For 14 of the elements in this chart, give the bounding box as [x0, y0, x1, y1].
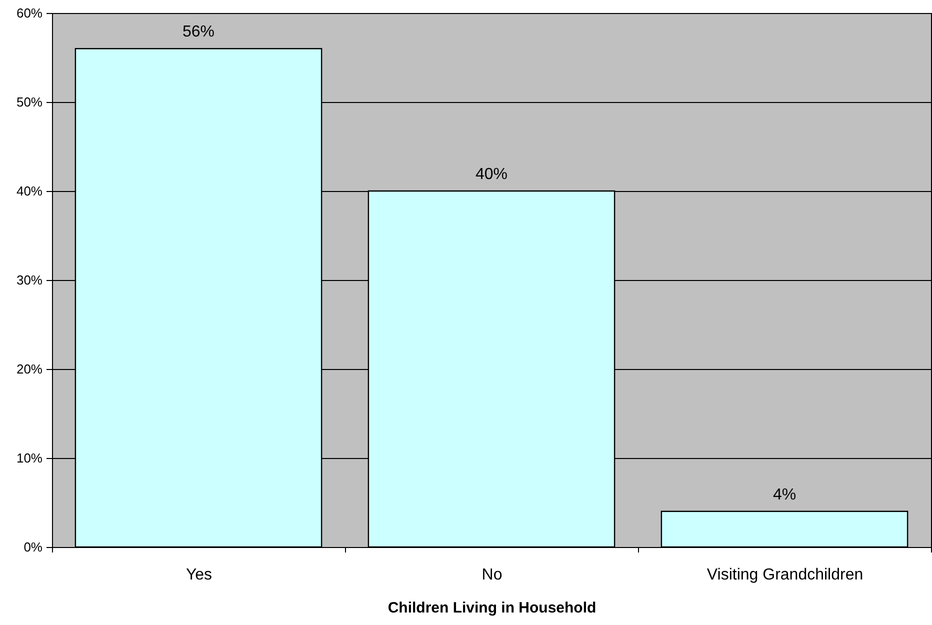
- data-label: 4%: [772, 486, 796, 504]
- y-tick-label: 20%: [16, 362, 43, 376]
- data-label: 40%: [475, 166, 508, 183]
- data-label: 56%: [182, 24, 215, 41]
- y-tick-label: 50%: [16, 94, 43, 110]
- x-tick-label: Visiting Grandchildren: [706, 566, 864, 584]
- y-tick-label: 30%: [16, 272, 43, 288]
- y-tick-label: 0%: [24, 540, 43, 554]
- y-tick-label: 60%: [16, 6, 43, 20]
- x-tick-label: No: [482, 566, 502, 584]
- x-axis-title: Children Living in Household: [388, 600, 596, 616]
- y-tick-label: 10%: [16, 450, 43, 466]
- x-tick-label: Yes: [186, 566, 212, 584]
- y-tick-label: 40%: [16, 184, 43, 198]
